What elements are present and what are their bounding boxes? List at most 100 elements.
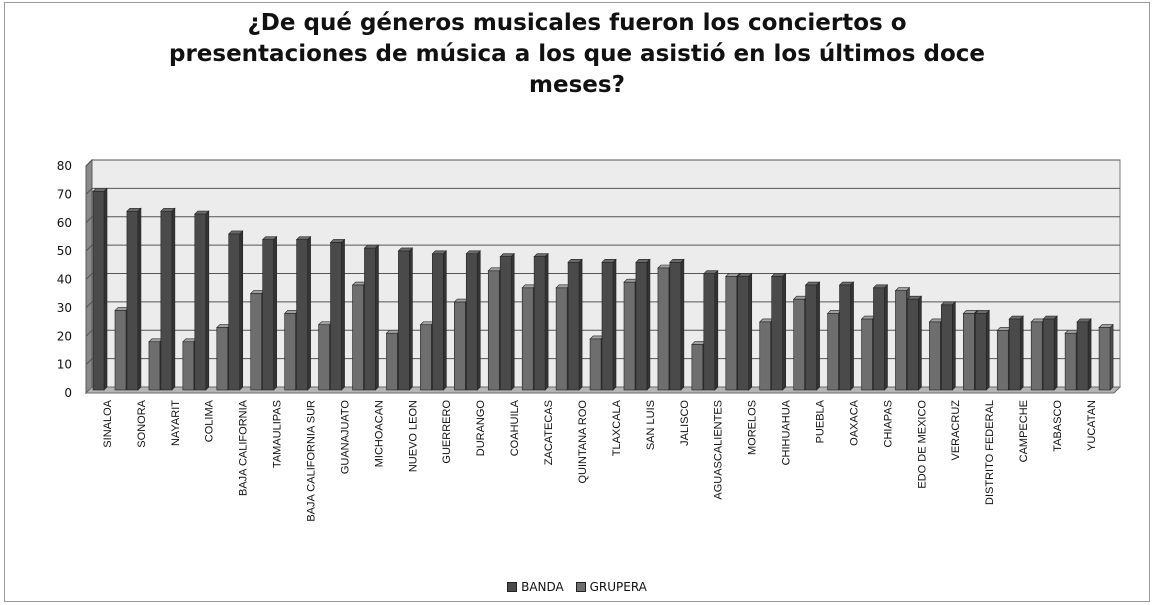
bar: [194, 213, 207, 391]
x-tick-label: EDO DE MEXICO: [916, 400, 928, 489]
bar-side: [443, 250, 447, 391]
bar: [114, 310, 127, 391]
bar-side: [884, 284, 888, 391]
bar: [589, 338, 602, 391]
y-tick-label: 10: [57, 358, 72, 372]
bar: [499, 256, 512, 391]
bar: [601, 262, 614, 391]
bar: [759, 321, 772, 391]
bar: [1008, 318, 1021, 391]
x-tick-label: CHIHUAHUA: [781, 399, 793, 465]
bar: [703, 273, 716, 391]
bar: [657, 267, 670, 391]
legend-label-banda: BANDA: [521, 580, 564, 594]
y-tick-label: 0: [64, 386, 72, 400]
bar: [669, 262, 682, 391]
gridline-side: [85, 159, 93, 167]
x-tick-label: DURANGO: [475, 400, 487, 457]
bar: [420, 324, 432, 391]
bar-side: [205, 210, 210, 391]
bar: [454, 301, 466, 391]
bar: [1064, 332, 1077, 391]
bar: [996, 330, 1009, 391]
bar: [398, 250, 410, 391]
bar: [432, 253, 444, 391]
bar: [228, 233, 241, 391]
bar: [623, 281, 636, 391]
legend-item-banda: BANDA: [507, 580, 564, 594]
bar-side: [307, 235, 311, 391]
bar: [827, 313, 839, 391]
bar-side: [476, 250, 481, 391]
bar-side: [137, 207, 142, 391]
bar-side: [375, 244, 379, 391]
bar-side: [850, 281, 854, 391]
bar-side: [918, 295, 922, 391]
bar: [296, 239, 308, 391]
bar: [521, 287, 534, 391]
bar-side: [714, 269, 719, 391]
bar: [533, 256, 546, 391]
bar: [839, 284, 851, 391]
gridline-side: [85, 273, 93, 280]
bar: [386, 332, 398, 391]
x-tick-label: CHIAPAS: [882, 400, 894, 447]
chart-legend: BANDA GRUPERA: [0, 580, 1154, 594]
x-tick-label: VERACRUZ: [950, 400, 962, 461]
bar: [160, 210, 173, 391]
x-tick-label: NUEVO LEON: [407, 400, 419, 472]
bar-side: [1019, 315, 1024, 391]
bar: [250, 293, 263, 391]
x-tick-label: SONORA: [136, 399, 148, 447]
bar: [318, 324, 330, 391]
bar: [895, 290, 907, 391]
bar-side: [341, 238, 345, 391]
y-tick-label: 50: [57, 244, 72, 258]
y-tick-label: 40: [57, 273, 72, 287]
legend-swatch-grupera: [575, 582, 586, 592]
x-tick-label: COLIMA: [204, 399, 216, 442]
bar-side: [985, 309, 990, 391]
bar: [92, 191, 105, 391]
bar: [793, 298, 805, 391]
bar: [330, 242, 342, 391]
legend-item-grupera: GRUPERA: [575, 580, 647, 594]
bar: [182, 341, 195, 391]
bar-side: [273, 235, 277, 391]
x-tick-label: SINALOA: [102, 399, 114, 447]
bar: [873, 287, 885, 391]
x-tick-label: OAXACA: [848, 399, 860, 446]
bar: [262, 239, 274, 391]
x-tick-label: TLAXCALA: [611, 399, 623, 456]
bar-side: [1109, 323, 1114, 391]
bar-side: [646, 258, 651, 391]
bar: [929, 321, 941, 391]
bar: [216, 327, 229, 391]
bar-side: [612, 258, 617, 391]
bar: [635, 262, 648, 391]
x-tick-label: YUCATAN: [1086, 400, 1098, 451]
legend-swatch-banda: [507, 582, 518, 592]
gridline-side: [85, 358, 93, 365]
bar: [907, 298, 919, 391]
chart-title: ¿De qué géneros musicales fueron los con…: [168, 10, 985, 98]
bar-side: [544, 252, 549, 391]
gridline-side: [85, 244, 93, 252]
gridline-side: [85, 188, 93, 195]
bar-side: [952, 301, 956, 391]
x-tick-label: MORELOS: [747, 400, 759, 455]
bar: [364, 247, 376, 391]
bar-side: [239, 230, 244, 391]
bar-side: [171, 207, 176, 391]
y-tick-label: 20: [57, 329, 72, 343]
x-tick-label: BAJA CALIFORNIA SUR: [306, 400, 318, 522]
x-tick-label: QUINTANA ROO: [577, 400, 589, 484]
x-tick-label: JALISCO: [679, 400, 691, 446]
bar: [805, 284, 817, 391]
bar-side: [748, 272, 753, 391]
bar-side: [680, 258, 685, 391]
bar: [771, 276, 783, 391]
bar: [487, 270, 500, 391]
x-tick-label: TABASCO: [1052, 400, 1064, 452]
